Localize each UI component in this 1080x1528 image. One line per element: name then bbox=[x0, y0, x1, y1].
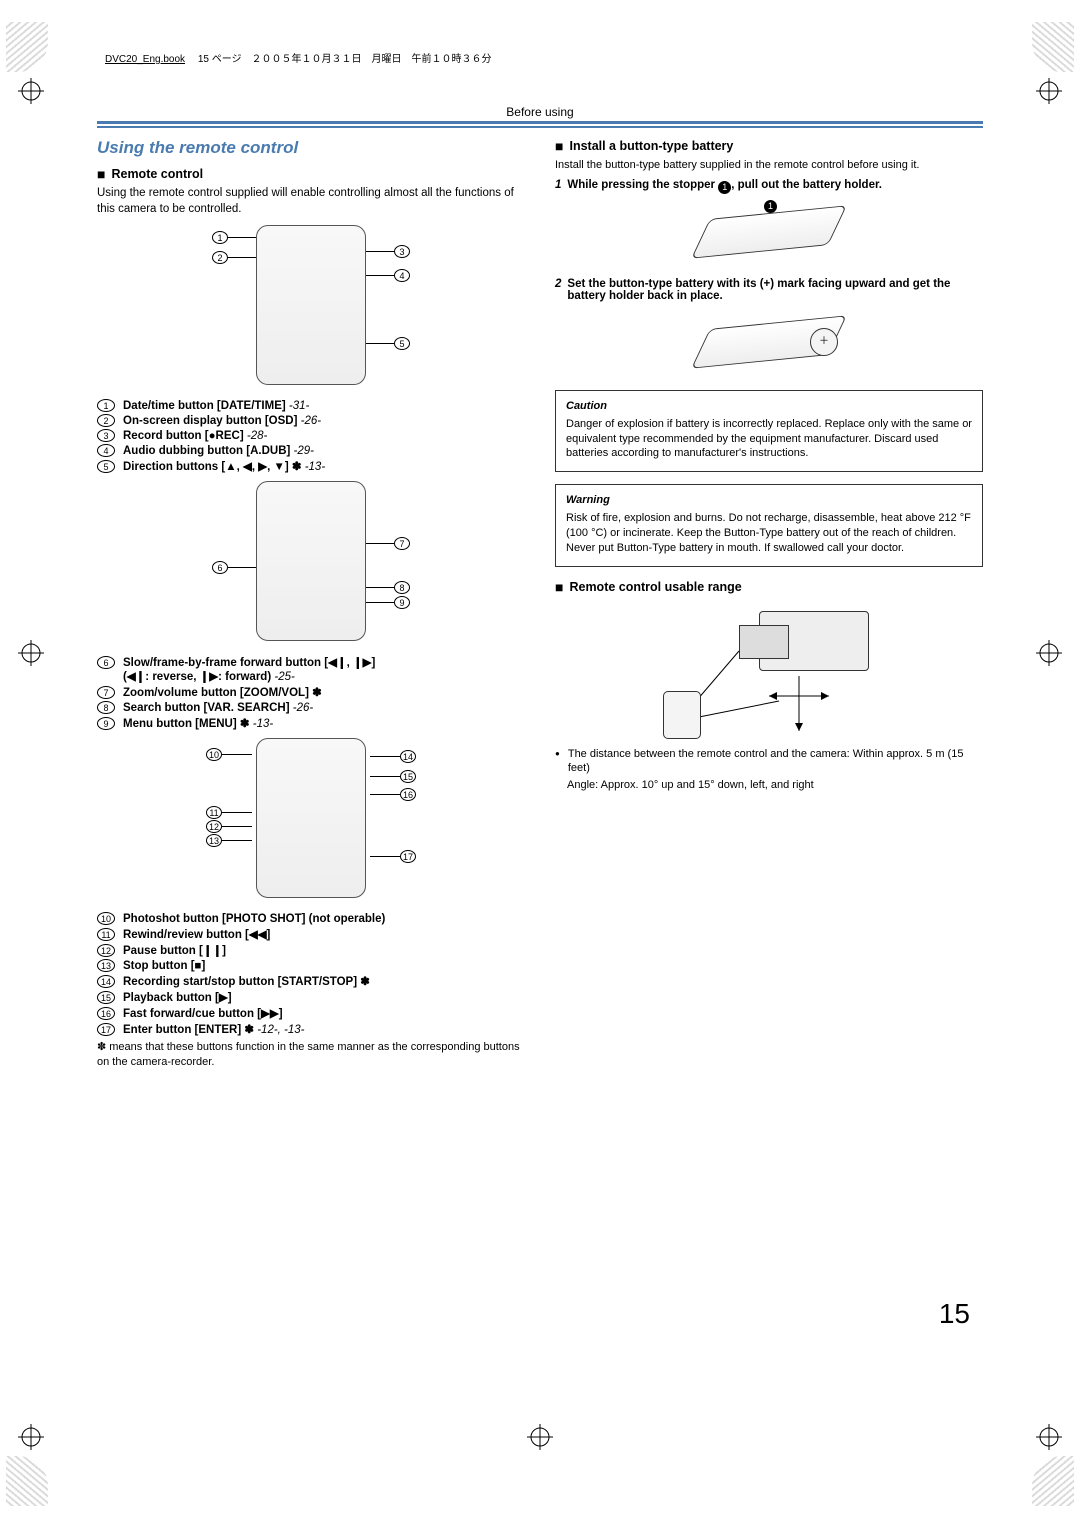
heading-install-battery: Install a button-type battery bbox=[555, 138, 983, 154]
left-column: Using the remote control Remote control … bbox=[97, 134, 525, 1076]
file-name: DVC20_Eng.book bbox=[105, 54, 185, 65]
figure-remote-1: 1 2 3 4 5 bbox=[97, 225, 525, 385]
step-1: 1 While pressing the stopper 1, pull out… bbox=[555, 179, 983, 192]
button-list-3: 10Photoshot button [PHOTO SHOT] (not ope… bbox=[97, 912, 525, 1036]
header-jp-info: 15 ページ ２００５年１０月３１日 月曜日 午前１０時３６分 bbox=[198, 54, 492, 65]
page-title: Using the remote control bbox=[97, 138, 525, 158]
figure-battery-1: 1 bbox=[694, 198, 844, 268]
warning-title: Warning bbox=[566, 493, 972, 508]
install-intro: Install the button-type battery supplied… bbox=[555, 158, 983, 173]
print-header: DVC20_Eng.book 15 ページ ２００５年１０月３１日 月曜日 午前… bbox=[97, 50, 983, 65]
crop-mark bbox=[18, 1424, 44, 1450]
range-note-2: Angle: Approx. 10° up and 15° down, left… bbox=[555, 778, 983, 793]
heading-usable-range: Remote control usable range bbox=[555, 579, 983, 595]
range-note-1: The distance between the remote control … bbox=[555, 747, 983, 777]
divider bbox=[97, 126, 983, 128]
step-2: 2 Set the button-type battery with its (… bbox=[555, 278, 983, 302]
crop-mark bbox=[527, 1424, 553, 1450]
caution-body: Danger of explosion if battery is incorr… bbox=[566, 417, 972, 462]
binding-spiral-br bbox=[1032, 1456, 1074, 1506]
callout-mark-1: 1 bbox=[718, 181, 731, 194]
figure-remote-3: 10 11 12 13 14 15 16 17 bbox=[97, 738, 525, 898]
caution-title: Caution bbox=[566, 399, 972, 414]
button-list-1: 1Date/time button [DATE/TIME] -31- 2On-s… bbox=[97, 399, 525, 473]
figure-battery-2: ＋ bbox=[694, 308, 844, 378]
warning-box: Warning Risk of fire, explosion and burn… bbox=[555, 484, 983, 566]
crop-mark bbox=[18, 78, 44, 104]
heading-remote-control: Remote control bbox=[97, 166, 525, 182]
page-number: 15 bbox=[939, 1298, 970, 1330]
crop-mark bbox=[1036, 1424, 1062, 1450]
divider bbox=[97, 121, 983, 124]
figure-remote-2: 6 7 8 9 bbox=[97, 481, 525, 641]
crop-mark bbox=[1036, 640, 1062, 666]
remote-intro: Using the remote control supplied will e… bbox=[97, 186, 525, 217]
right-column: Install a button-type battery Install th… bbox=[555, 134, 983, 1076]
caution-box: Caution Danger of explosion if battery i… bbox=[555, 390, 983, 472]
button-list-2: 6Slow/frame-by-frame forward button [◀❙,… bbox=[97, 655, 525, 730]
figure-camera-range bbox=[659, 601, 879, 741]
binding-spiral-tl bbox=[6, 22, 48, 72]
section-header: Before using bbox=[97, 105, 983, 119]
crop-mark bbox=[1036, 78, 1062, 104]
binding-spiral-tr bbox=[1032, 22, 1074, 72]
warning-body: Risk of fire, explosion and burns. Do no… bbox=[566, 511, 972, 556]
binding-spiral-bl bbox=[6, 1456, 48, 1506]
crop-mark bbox=[18, 640, 44, 666]
footnote: ✽ means that these buttons function in t… bbox=[97, 1040, 525, 1070]
